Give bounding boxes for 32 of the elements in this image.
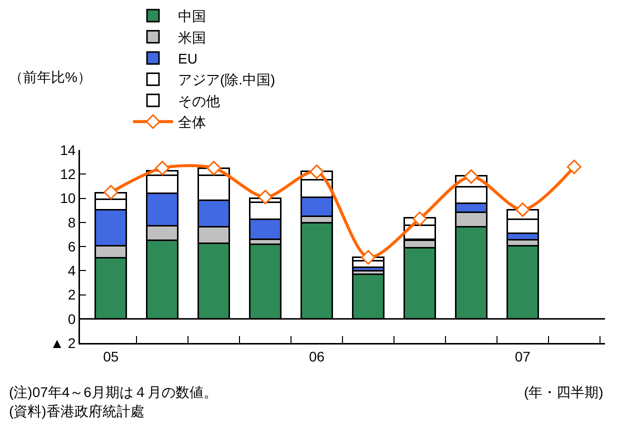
y-tick-label: 8: [68, 214, 76, 230]
text: (資料)香港政府統計處: [9, 403, 144, 419]
legend-label: 全体: [178, 114, 206, 130]
x-tick-label: 05: [103, 348, 119, 364]
legend-label: アジア(除.中国): [178, 72, 276, 88]
y-tick-label: 2: [68, 286, 76, 303]
point: [104, 184, 118, 200]
y-axis-title: （前年比%）: [9, 69, 92, 85]
legend-label: その他: [178, 92, 220, 109]
point: [360, 250, 376, 265]
y-tick-label: ▲ 2: [50, 334, 76, 351]
legend-label: 中国: [178, 8, 206, 24]
y-tick-label: 4: [68, 262, 76, 279]
point: [515, 202, 530, 217]
y-tick-label: 12: [60, 166, 76, 182]
y-tick-label: 6: [68, 238, 76, 254]
x-tick-label: 07: [514, 348, 531, 364]
point: [310, 164, 324, 179]
y-tick-label: 0: [68, 310, 76, 327]
text: (注)07年4～6月期は４月の数値。: [9, 384, 218, 400]
text: (年・四半期): [524, 384, 604, 400]
y-tick-label: 10: [60, 190, 76, 206]
legend-label: 米国: [178, 29, 206, 46]
x-tick-label: 06: [308, 348, 325, 364]
point: [464, 169, 478, 184]
legend-label: EU: [178, 50, 198, 66]
point: [566, 160, 582, 174]
point: [258, 190, 273, 204]
y-tick-label: 14: [60, 142, 76, 158]
point: [206, 160, 222, 176]
point: [412, 212, 427, 226]
point: [155, 160, 170, 176]
